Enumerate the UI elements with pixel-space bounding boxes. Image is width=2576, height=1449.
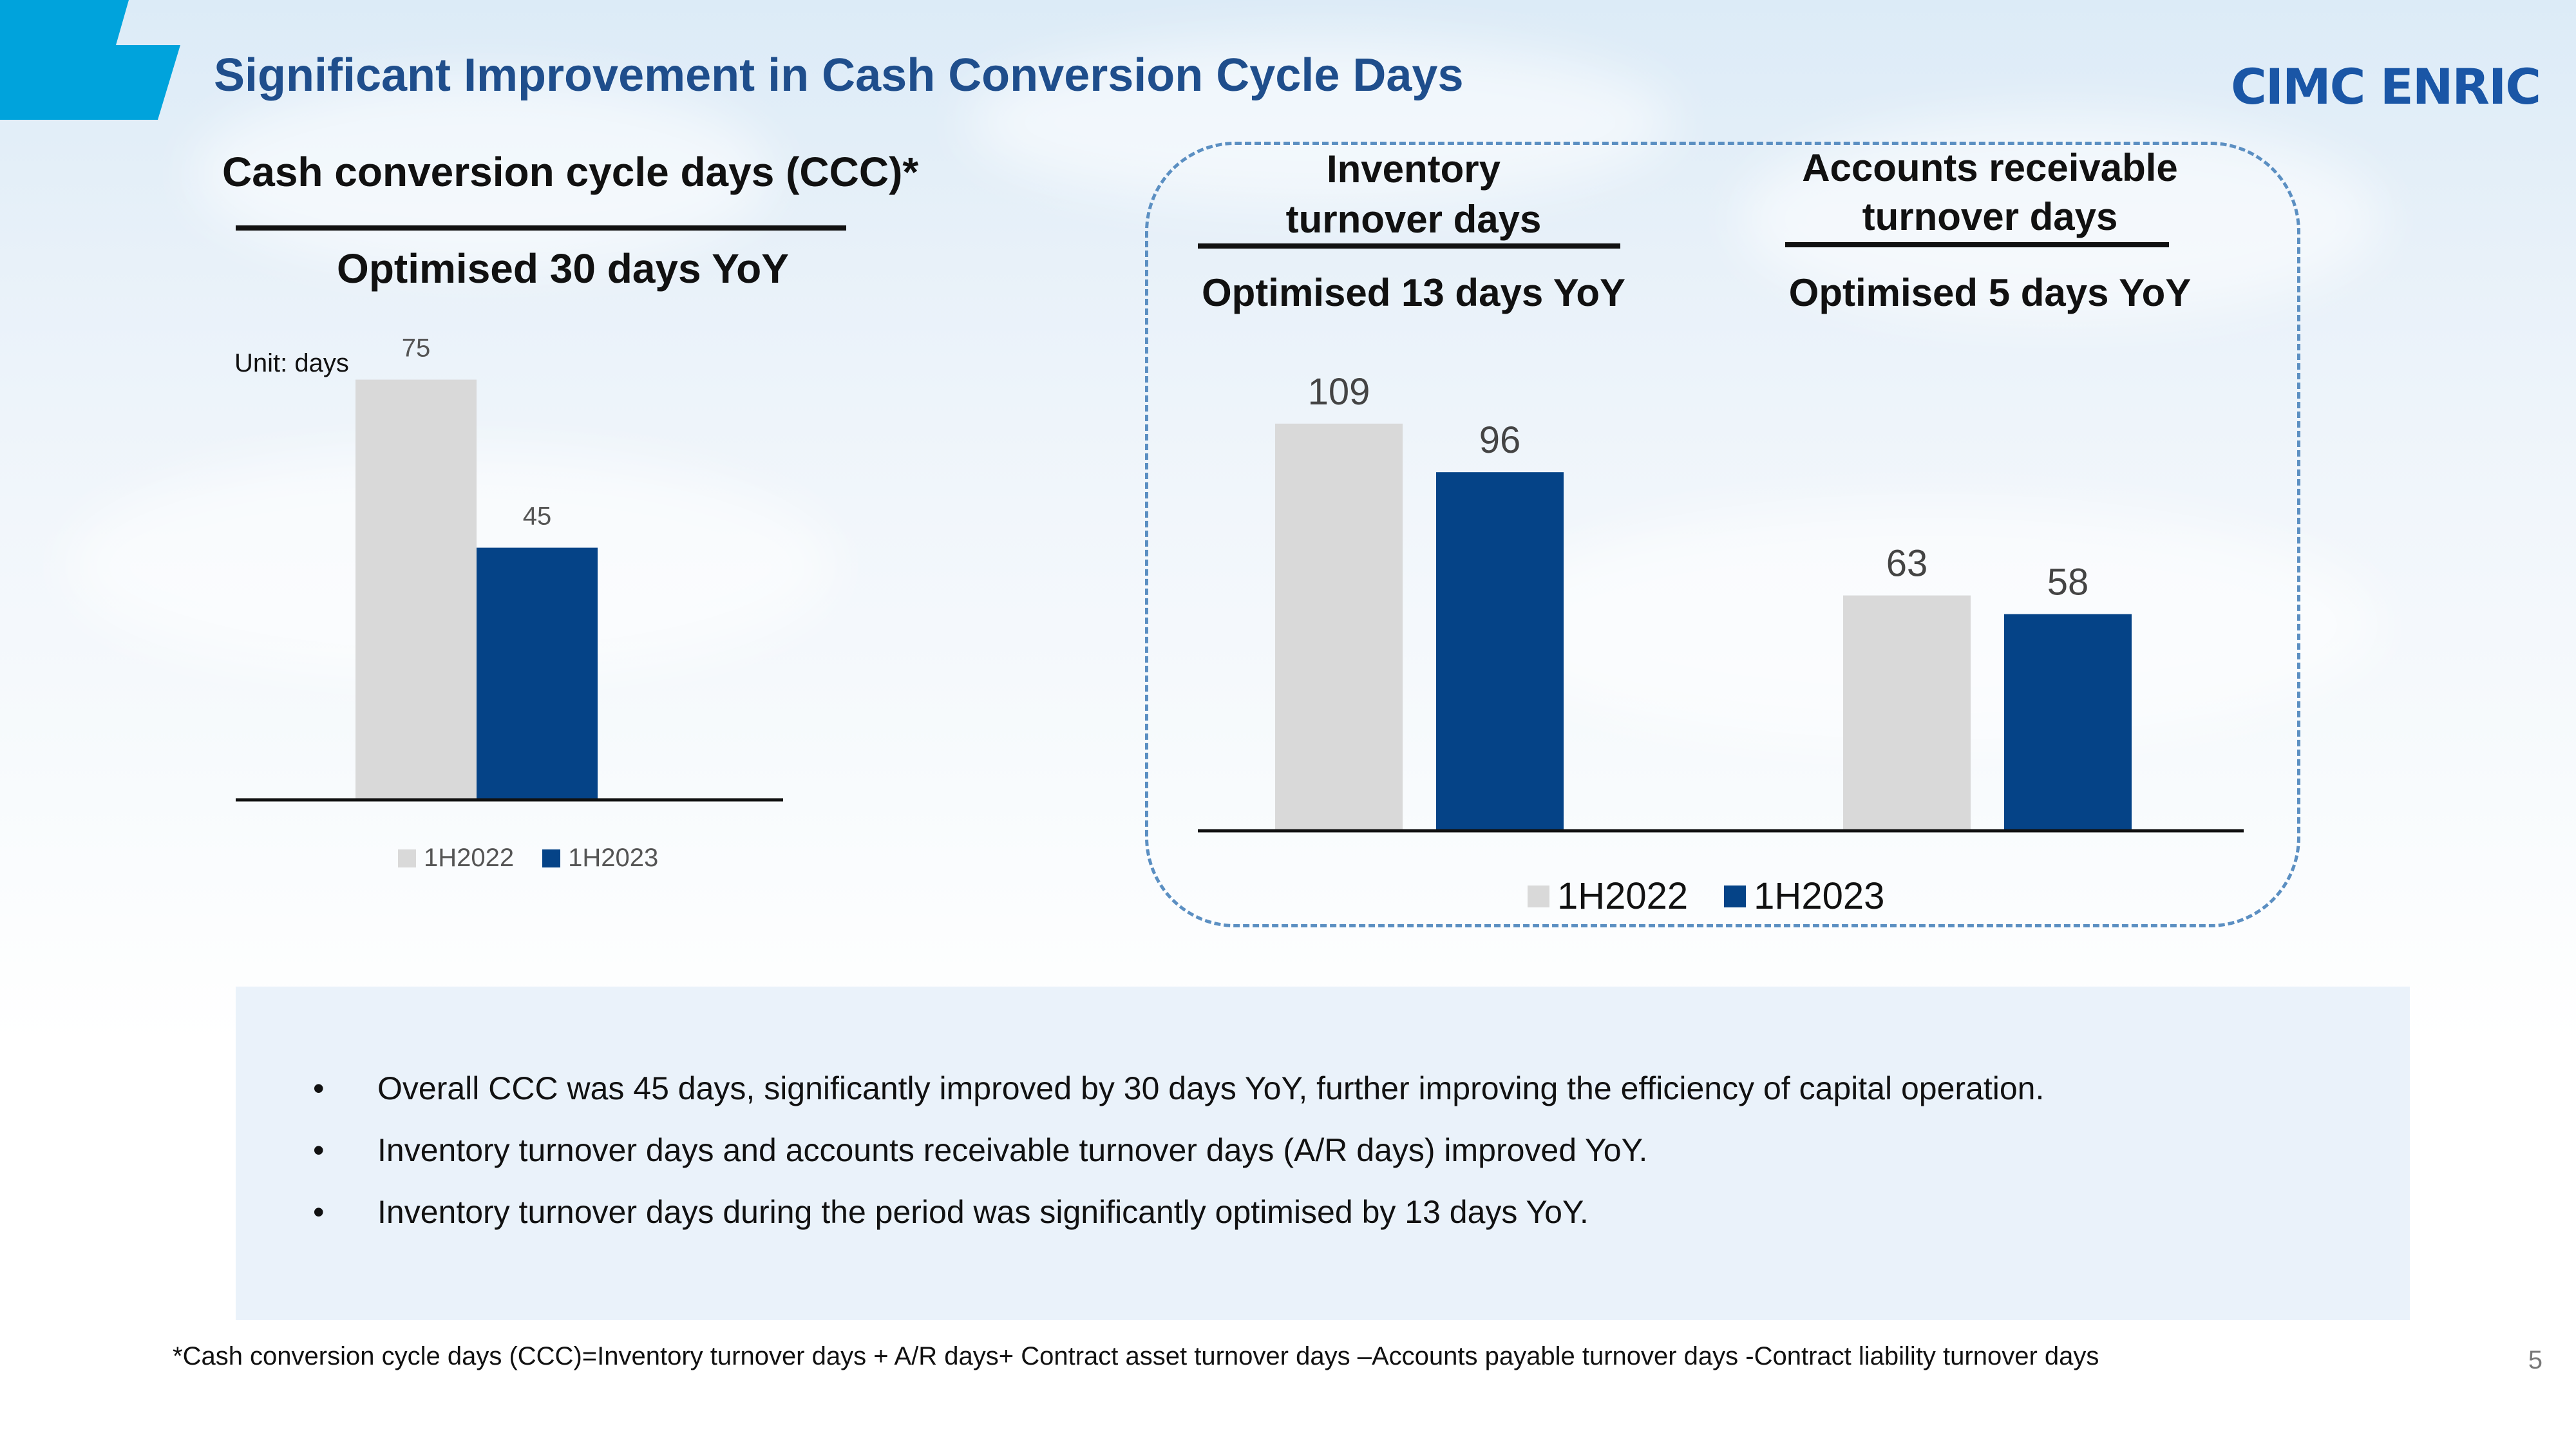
bullet-marker: • <box>313 1194 325 1230</box>
unit-label: Unit: days <box>234 349 349 377</box>
ar-bar-1h2023 <box>2004 614 2132 831</box>
data-label: 96 <box>1479 419 1521 461</box>
summary-bullet-text: Inventory turnover days during the perio… <box>377 1194 1589 1230</box>
ar-subheading: Optimised 5 days YoY <box>1788 271 2192 314</box>
inventory-bar-1h2023 <box>1436 472 1564 831</box>
summary-bullet: • Inventory turnover days and accounts re… <box>313 1119 2044 1181</box>
data-label: 63 <box>1886 543 1928 585</box>
company-logo: CIMC ENRIC <box>2230 58 2541 115</box>
legend-swatch-1h2023 <box>1724 885 1747 907</box>
summary-bullet: • Overall CCC was 45 days, significantly … <box>313 1057 2044 1119</box>
background-cloud <box>966 39 1674 206</box>
turnover-panel-border <box>1145 142 2300 927</box>
bullet-marker: • <box>313 1132 325 1168</box>
legend-label: 1H2023 <box>1754 875 1885 917</box>
footnote: *Cash conversion cycle days (CCC)=Invent… <box>173 1342 2099 1370</box>
ccc-legend: 1H2022 1H2023 <box>398 844 658 873</box>
summary-bullet-list: • Overall CCC was 45 days, significantly … <box>313 1057 2044 1243</box>
summary-box: • Overall CCC was 45 days, significantly … <box>236 987 2410 1320</box>
turnover-legend: 1H2022 1H2023 <box>1528 875 1884 918</box>
ccc-bar-1h2023 <box>477 547 598 800</box>
slide-title: Significant Improvement in Cash Conversi… <box>214 50 1464 101</box>
data-label: 58 <box>2047 562 2089 603</box>
ar-heading-line1: Accounts receivable <box>1802 146 2178 189</box>
ar-bar-1h2022 <box>1843 595 1971 831</box>
inventory-subheading: Optimised 13 days YoY <box>1201 271 1626 314</box>
ccc-bar-1h2022 <box>355 379 477 800</box>
summary-bullet-text: Inventory turnover days and accounts rec… <box>377 1132 1648 1168</box>
ccc-subheading: Optimised 30 days YoY <box>337 245 789 292</box>
corner-accent-shape <box>0 0 180 120</box>
legend-label: 1H2023 <box>568 844 659 872</box>
data-label: 45 <box>523 502 552 531</box>
ar-heading-line2: turnover days <box>1862 195 2118 238</box>
background-cloud <box>193 77 773 270</box>
inventory-heading-line2: turnover days <box>1285 198 1542 241</box>
data-label: 109 <box>1308 371 1370 413</box>
inventory-bar-1h2022 <box>1275 423 1403 831</box>
data-label: 75 <box>402 334 431 363</box>
legend-label: 1H2022 <box>424 844 515 872</box>
summary-bullet: • Inventory turnover days during the peri… <box>313 1181 2044 1243</box>
ccc-heading-rule <box>236 225 846 231</box>
bullet-marker: • <box>313 1070 325 1106</box>
inventory-heading-rule <box>1198 243 1620 249</box>
inventory-heading-line1: Inventory <box>1326 147 1501 191</box>
legend-label: 1H2022 <box>1557 875 1689 917</box>
page-number: 5 <box>2528 1346 2543 1374</box>
legend-swatch-1h2022 <box>1528 885 1549 907</box>
legend-swatch-1h2022 <box>398 849 416 867</box>
ccc-heading: Cash conversion cycle days (CCC)* <box>222 149 919 195</box>
ar-heading-rule <box>1785 242 2169 247</box>
legend-swatch-1h2023 <box>542 849 561 867</box>
summary-bullet-text: Overall CCC was 45 days, significantly i… <box>377 1070 2045 1106</box>
